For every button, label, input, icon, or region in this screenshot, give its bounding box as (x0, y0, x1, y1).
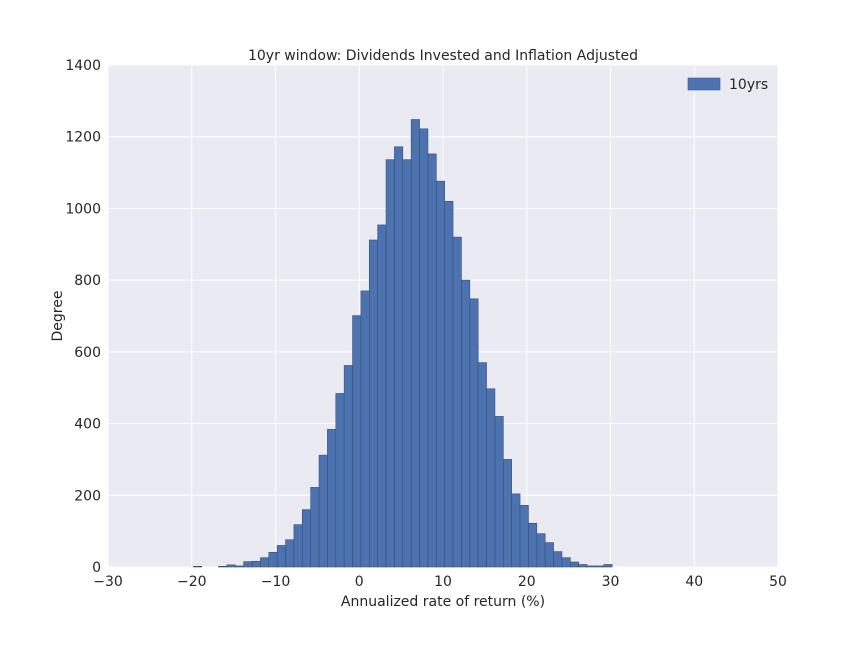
histogram-bar (410, 119, 420, 568)
histogram-bar (352, 315, 362, 568)
histogram-bar (310, 487, 320, 568)
y-tick-label: 200 (74, 488, 101, 504)
histogram-bar (603, 564, 613, 568)
x-tick-label: 50 (769, 574, 787, 590)
histogram-bar (528, 522, 538, 568)
histogram-bar (536, 533, 546, 568)
histogram-bar (226, 564, 236, 568)
histogram-bar (260, 557, 270, 568)
histogram-bar (461, 279, 471, 568)
histogram-bar (469, 298, 479, 568)
x-tick-label: 30 (602, 574, 620, 590)
histogram-bar (301, 509, 311, 568)
histogram-bar (578, 564, 588, 568)
y-tick-label: 1000 (65, 201, 101, 217)
x-tick-label: 40 (685, 574, 703, 590)
histogram-bar (268, 551, 278, 568)
histogram-bar (561, 557, 571, 568)
histogram-bar (251, 560, 261, 568)
x-axis-ticks: −30 −20 −10 0 10 20 30 40 50 (93, 574, 787, 590)
x-tick-label: −10 (261, 574, 291, 590)
histogram-bar (502, 459, 512, 568)
histogram-bar (486, 388, 496, 568)
histogram-bar (276, 545, 286, 568)
histogram-bar (368, 239, 378, 568)
histogram-bar (544, 542, 554, 568)
y-tick-label: 800 (74, 273, 101, 289)
histogram-bar (377, 224, 387, 568)
histogram-bar (452, 236, 462, 568)
chart-title: 10yr window: Dividends Invested and Infl… (248, 48, 638, 64)
histogram-bar (494, 416, 504, 568)
histogram-bar (285, 539, 295, 568)
y-tick-label: 1400 (65, 58, 101, 74)
histogram-bar (477, 362, 487, 568)
histogram-bar (586, 565, 596, 568)
histogram-bar (519, 505, 529, 568)
histogram-bar (394, 146, 404, 568)
histogram-bar (218, 565, 228, 568)
x-axis-label: Annualized rate of return (%) (341, 594, 545, 610)
x-tick-label: 10 (434, 574, 452, 590)
histogram-bar (444, 200, 454, 568)
y-tick-label: 0 (92, 560, 101, 576)
y-tick-label: 1200 (65, 130, 101, 146)
legend-swatch (687, 77, 721, 91)
y-tick-label: 400 (74, 417, 101, 433)
histogram-bar (243, 561, 253, 568)
histogram-bar (595, 565, 605, 568)
histogram-bar (419, 128, 429, 568)
histogram-bar (327, 429, 337, 568)
histogram-bar (569, 561, 579, 568)
histogram-bar (193, 565, 203, 568)
legend: 10yrs (687, 77, 768, 93)
histogram-bar (427, 153, 437, 568)
histogram-bar (435, 180, 445, 568)
histogram-bar (553, 551, 563, 568)
histogram-bar (385, 159, 395, 568)
x-tick-label: 20 (518, 574, 536, 590)
y-axis-label: Degree (50, 291, 66, 342)
x-tick-label: −20 (177, 574, 207, 590)
x-tick-label: 0 (355, 574, 364, 590)
histogram-bar (343, 365, 353, 568)
y-axis-ticks: 0 200 400 600 800 1000 1200 1400 (65, 58, 101, 576)
histogram-bar (360, 290, 370, 568)
histogram-bar (335, 393, 345, 568)
legend-label: 10yrs (729, 77, 768, 93)
histogram-bar (293, 524, 303, 568)
histogram-bars (193, 119, 613, 568)
histogram-bar (235, 565, 244, 568)
x-tick-label: −30 (93, 574, 123, 590)
histogram-bar (511, 493, 521, 568)
y-tick-label: 600 (74, 345, 101, 361)
histogram-bar (402, 159, 412, 568)
histogram-bar (318, 454, 328, 568)
